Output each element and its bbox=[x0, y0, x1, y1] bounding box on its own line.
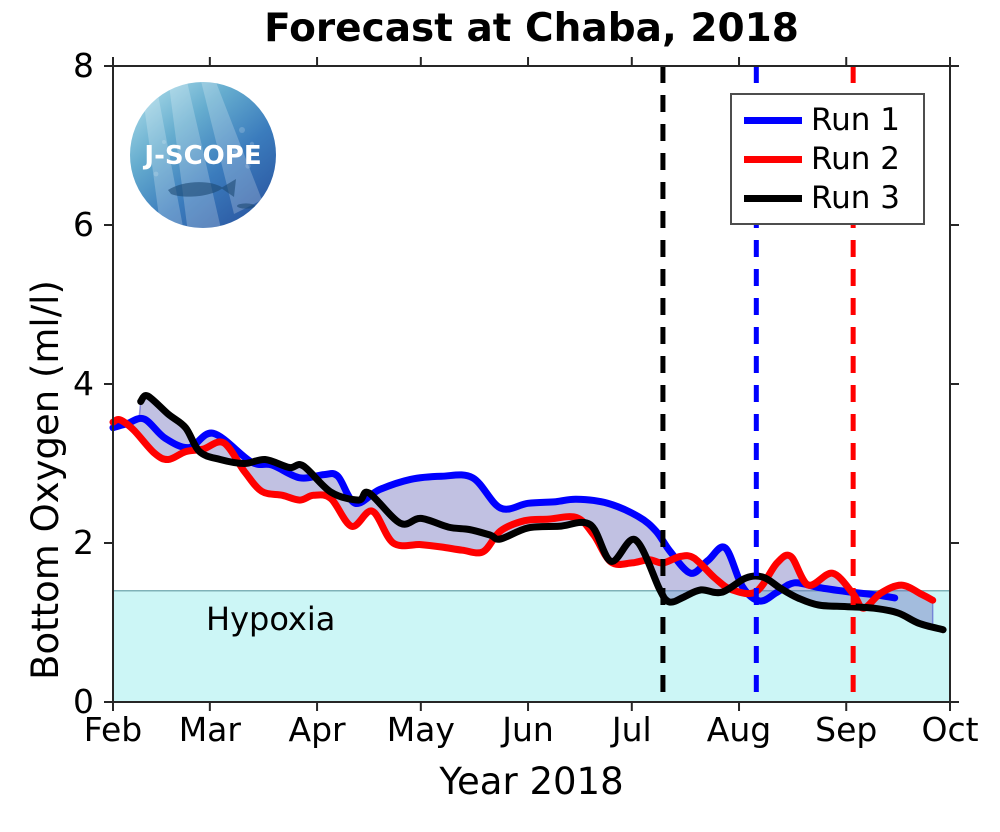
x-axis-label: Year 2018 bbox=[439, 760, 624, 803]
hypoxia-annotation: Hypoxia bbox=[206, 600, 336, 638]
y-tick-label-0: 0 bbox=[73, 682, 94, 721]
x-tick-label-aug: Aug bbox=[706, 710, 772, 749]
run1-line-swatch bbox=[744, 116, 802, 124]
legend-label-run2: Run 2 bbox=[811, 141, 901, 177]
run3-line-swatch bbox=[744, 194, 802, 202]
run1-line bbox=[109, 414, 899, 605]
chart-title: Forecast at Chaba, 2018 bbox=[264, 6, 799, 51]
jscope-logo: J-SCOPE bbox=[130, 82, 276, 228]
logo-fish-icon bbox=[168, 179, 255, 209]
y-tick-label-2: 2 bbox=[73, 523, 94, 562]
x-tick-label-apr: Apr bbox=[288, 710, 346, 749]
logo-ocean-background bbox=[130, 82, 276, 228]
y-tick-label-4: 4 bbox=[73, 364, 94, 403]
x-tick-label-jul: Jul bbox=[611, 710, 652, 749]
legend-item-run3: Run 3 bbox=[744, 180, 911, 216]
run2-line-swatch bbox=[744, 155, 802, 163]
x-tick-label-feb: Feb bbox=[83, 710, 143, 749]
legend-label-run1: Run 1 bbox=[811, 102, 901, 138]
legend-label-run3: Run 3 bbox=[811, 180, 901, 216]
x-tick-label-sep: Sep bbox=[815, 710, 878, 749]
x-tick-label-jun: Jun bbox=[502, 710, 554, 749]
x-tick-label-may: May bbox=[386, 710, 455, 749]
y-tick-label-8: 8 bbox=[73, 46, 94, 85]
logo-bubbles bbox=[153, 127, 255, 177]
legend-item-run2: Run 2 bbox=[744, 141, 911, 177]
hypoxia-region bbox=[113, 590, 950, 702]
run2-line bbox=[109, 416, 937, 612]
x-tick-label-mar: Mar bbox=[178, 710, 241, 749]
x-tick-label-oct: Oct bbox=[921, 710, 979, 749]
logo-text: J-SCOPE bbox=[142, 141, 261, 171]
run3-line bbox=[137, 392, 947, 634]
legend-box: Run 1 Run 2 Run 3 bbox=[730, 93, 925, 225]
legend-item-run1: Run 1 bbox=[744, 102, 911, 138]
y-tick-label-6: 6 bbox=[73, 205, 94, 244]
